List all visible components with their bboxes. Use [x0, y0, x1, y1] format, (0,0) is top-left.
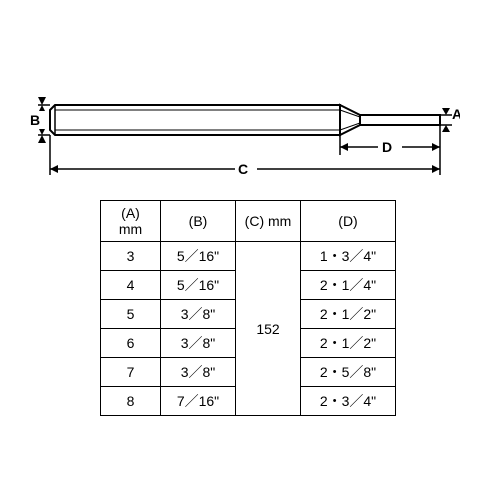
cell-d: 1・3／4": [301, 242, 396, 271]
cell-d: 2・5／8": [301, 358, 396, 387]
tool-diagram: B A D C: [30, 75, 460, 165]
d-arrow-right: [432, 143, 440, 151]
header-b: (B): [161, 201, 236, 242]
a-arrow-top: [442, 108, 450, 115]
spec-table: (A) mm (B) (C) mm (D) 3 5／16" 152 1・3／4"…: [100, 200, 396, 416]
cell-d: 2・1／2": [301, 300, 396, 329]
label-c: C: [238, 161, 248, 177]
cell-d: 2・1／2": [301, 329, 396, 358]
c-arrow-left: [50, 165, 58, 173]
b-arrow-bot-in: [39, 129, 45, 135]
cell-b: 7／16": [161, 387, 236, 416]
c-arrow-right: [432, 165, 440, 173]
cell-b: 3／8": [161, 358, 236, 387]
b-arrow-bot-out: [38, 135, 46, 143]
b-arrow-top-in: [39, 105, 45, 111]
table-row: 3 5／16" 152 1・3／4": [101, 242, 396, 271]
b-arrow-top-out: [38, 97, 46, 105]
a-arrow-bot: [442, 125, 450, 132]
d-arrow-left: [340, 143, 348, 151]
cell-b: 3／8": [161, 300, 236, 329]
cell-d: 2・3／4": [301, 387, 396, 416]
punch-drawing: B A D C: [30, 75, 460, 185]
dimension-table: (A) mm (B) (C) mm (D) 3 5／16" 152 1・3／4"…: [100, 200, 396, 416]
header-c: (C) mm: [236, 201, 301, 242]
cell-a: 4: [101, 271, 161, 300]
cell-a: 5: [101, 300, 161, 329]
cell-c-merged: 152: [236, 242, 301, 416]
header-d: (D): [301, 201, 396, 242]
cell-b: 5／16": [161, 271, 236, 300]
cell-d: 2・1／4": [301, 271, 396, 300]
cell-a: 3: [101, 242, 161, 271]
header-a: (A) mm: [101, 201, 161, 242]
tip: [360, 115, 440, 125]
cell-a: 7: [101, 358, 161, 387]
label-b: B: [30, 112, 40, 128]
cell-a: 8: [101, 387, 161, 416]
label-d: D: [382, 139, 392, 155]
cell-b: 3／8": [161, 329, 236, 358]
table-header-row: (A) mm (B) (C) mm (D): [101, 201, 396, 242]
cell-b: 5／16": [161, 242, 236, 271]
label-a: A: [452, 106, 460, 122]
cell-a: 6: [101, 329, 161, 358]
taper: [340, 105, 360, 135]
